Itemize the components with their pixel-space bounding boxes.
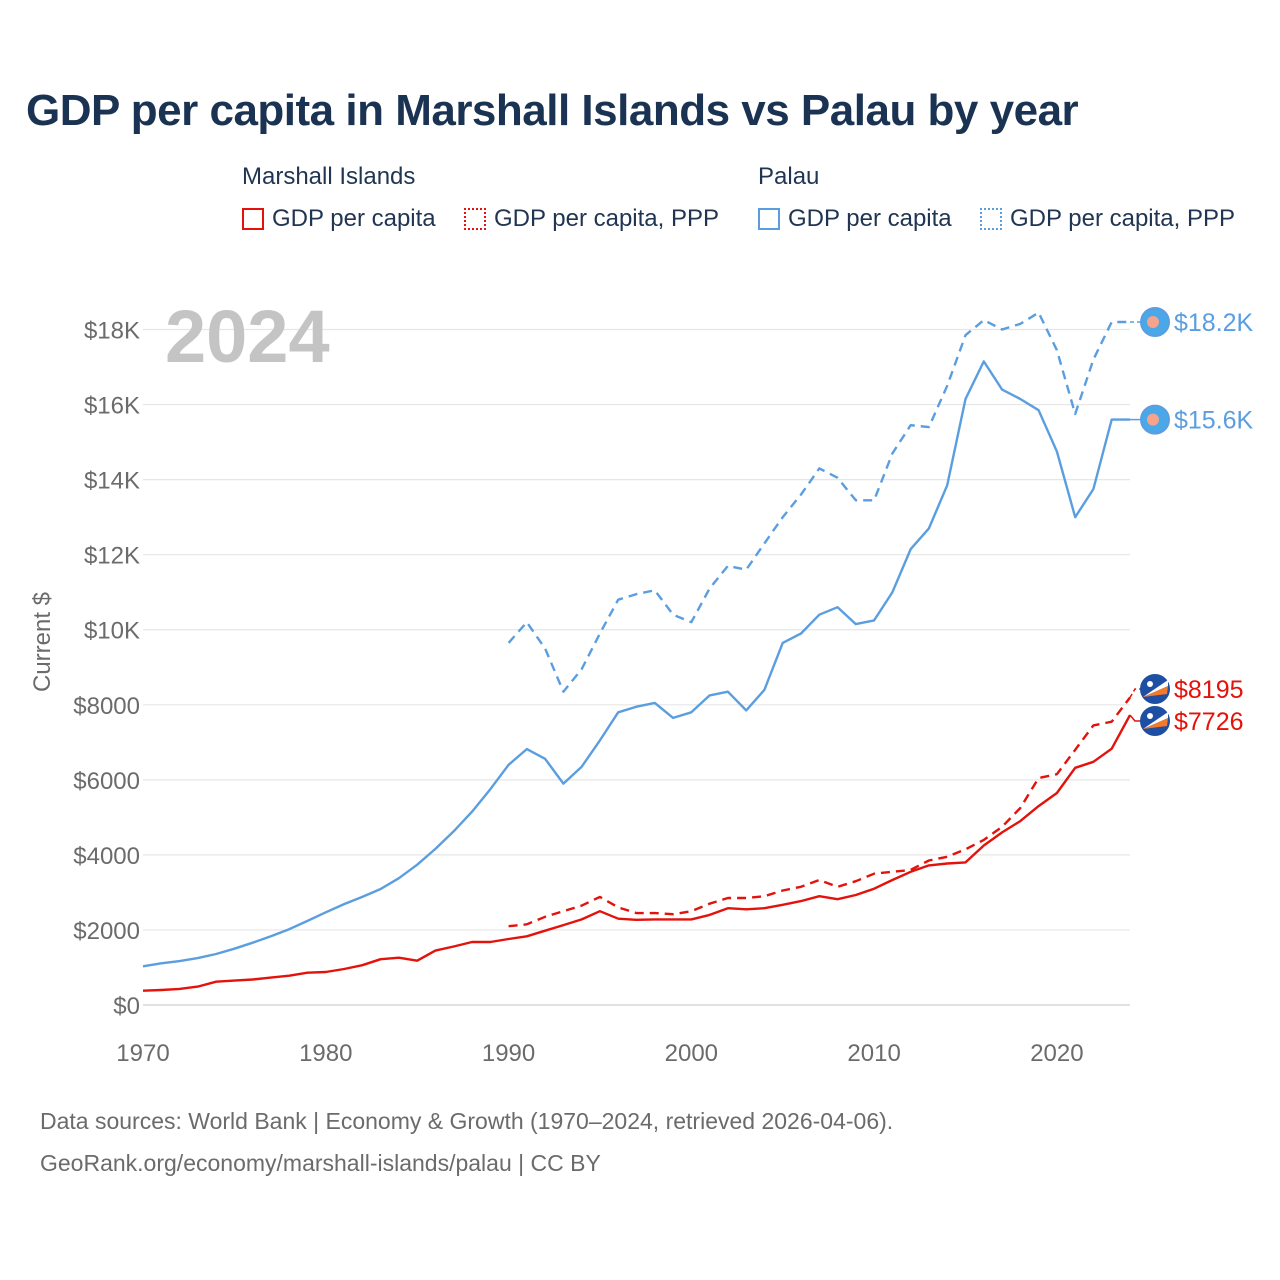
series-line-0 — [507, 311, 1130, 693]
legend-label: GDP per capita — [788, 205, 952, 232]
grid-lines — [143, 328, 1130, 1006]
legend-group-palau: Palau — [758, 163, 820, 190]
flag-star — [1147, 713, 1153, 719]
legend-label: GDP per capita, PPP — [1010, 205, 1235, 232]
source-line-1: Data sources: World Bank | Economy & Gro… — [40, 1108, 894, 1134]
legend-item-pw-gdp-ppp[interactable]: GDP per capita, PPP — [980, 205, 1235, 233]
y-tick-label: $6000 — [73, 768, 140, 795]
end-value-label: $8195 — [1174, 676, 1244, 704]
y-tick-label: $2000 — [73, 918, 140, 945]
flag-disc — [1147, 316, 1159, 329]
x-tick-label: 1990 — [482, 1040, 535, 1067]
marshall-islands-flag-icon — [1140, 706, 1170, 736]
end-markers: $18.2K $15.6K $8195 $7726 — [1129, 307, 1254, 736]
y-tick-label: $12K — [84, 543, 140, 570]
x-tick-label: 2010 — [847, 1040, 900, 1067]
end-value-label: $7726 — [1174, 708, 1244, 736]
y-tick-label: $0 — [113, 993, 140, 1020]
flag-stripe-orange — [1143, 718, 1168, 729]
legend-item-mh-gdp-ppp[interactable]: GDP per capita, PPP — [464, 205, 719, 233]
flag-stripe-white — [1143, 712, 1168, 729]
end-value-label: $18.2K — [1174, 309, 1254, 337]
flag-circle — [1140, 674, 1170, 704]
x-tick-label: 2020 — [1030, 1040, 1083, 1067]
legend-group-marshall-islands: Marshall Islands — [242, 163, 416, 190]
legend-item-mh-gdp[interactable]: GDP per capita — [242, 205, 436, 233]
legend-swatch-solid — [758, 208, 780, 230]
y-tick-label: $18K — [84, 318, 140, 345]
y-tick-label: $16K — [84, 393, 140, 420]
flag-stripe-white — [1143, 680, 1168, 697]
legend-swatch-solid — [242, 208, 264, 230]
y-tick-label: $14K — [84, 468, 140, 495]
flag-star — [1147, 681, 1153, 687]
marshall-islands-flag-icon — [1140, 674, 1170, 704]
y-axis-label: Current $ — [29, 592, 56, 692]
legend-swatch-dotted — [980, 208, 1002, 230]
legend-swatch-dotted — [464, 208, 486, 230]
y-axis-ticks: $0 $2000 $4000 $6000 $8000 $10K $12K $14K $16K $1… — [73, 318, 140, 1020]
y-tick-label: $10K — [84, 618, 140, 645]
palau-flag-icon — [1140, 307, 1170, 338]
y-tick-label: $4000 — [73, 843, 140, 870]
palau-flag-icon — [1140, 404, 1170, 435]
end-connector — [1129, 688, 1141, 698]
series-line-3 — [142, 714, 1132, 992]
source-line-2[interactable]: GeoRank.org/economy/marshall-islands/pal… — [40, 1150, 601, 1176]
x-tick-label: 1970 — [116, 1040, 169, 1067]
year-watermark: 2024 — [165, 295, 330, 378]
end-value-label: $15.6K — [1174, 407, 1254, 435]
end-connector — [1129, 714, 1141, 722]
y-tick-label: $8000 — [73, 693, 140, 720]
flag-stripe-orange — [1143, 686, 1168, 697]
series-line-2 — [508, 696, 1131, 928]
chart-title: GDP per capita in Marshall Islands vs Pa… — [26, 86, 1079, 135]
x-tick-label: 2000 — [665, 1040, 718, 1067]
series-lines — [142, 311, 1132, 992]
x-tick-label: 1980 — [299, 1040, 352, 1067]
legend-item-pw-gdp[interactable]: GDP per capita — [758, 205, 952, 233]
flag-circle — [1140, 706, 1170, 736]
series-line-1 — [142, 360, 1130, 968]
x-axis-ticks: 1970 1980 1990 2000 2010 2020 — [116, 1040, 1083, 1067]
flag-circle — [1140, 307, 1170, 338]
flag-circle — [1140, 404, 1170, 435]
flag-disc — [1147, 413, 1159, 426]
legend-label: GDP per capita — [272, 205, 436, 232]
legend-label: GDP per capita, PPP — [494, 205, 719, 232]
